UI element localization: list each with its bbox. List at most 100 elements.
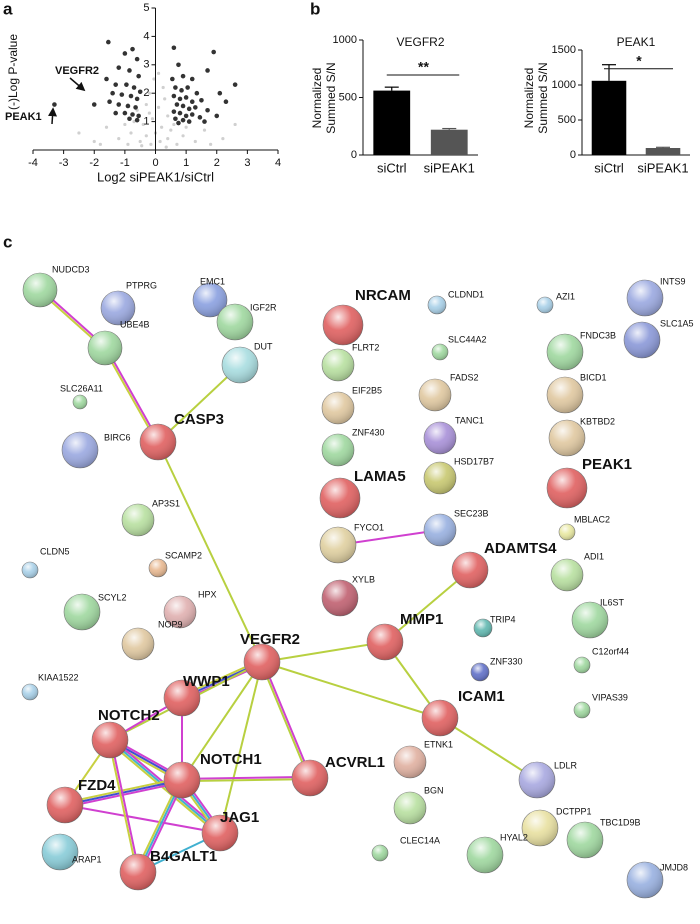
node-label: IGF2R (250, 302, 277, 312)
node-shine (292, 760, 328, 796)
node-label: NUDCD3 (52, 264, 90, 274)
data-point (107, 99, 112, 105)
edge (107, 740, 138, 873)
data-point (119, 92, 125, 97)
data-point (183, 95, 189, 100)
node-label: TBC1D9B (600, 817, 641, 827)
data-point (171, 93, 177, 99)
annotation: PEAK1 (5, 111, 42, 123)
data-point (104, 125, 109, 129)
node-shine (627, 280, 663, 316)
node-label: VIPAS39 (592, 692, 628, 702)
data-point (189, 112, 195, 117)
data-point (128, 93, 134, 99)
y-tick-label: 4 (143, 30, 149, 42)
data-point (202, 119, 207, 124)
node-label: WWP1 (183, 673, 230, 690)
y-axis-label: Summed S/N (324, 62, 338, 133)
data-point (138, 139, 142, 144)
data-point (158, 139, 162, 144)
node-label: XYLB (352, 574, 375, 584)
node-label: PTPRG (126, 280, 157, 290)
edge (181, 775, 310, 780)
edge (182, 778, 311, 783)
data-point (113, 82, 118, 87)
edge (384, 569, 471, 643)
node-shine (547, 334, 583, 370)
node-shine (559, 524, 575, 540)
node-label: HYAL2 (500, 832, 528, 842)
node-shine (574, 657, 590, 673)
x-tick-label: 0 (152, 157, 158, 169)
node-shine (88, 331, 122, 365)
node-label: NRCAM (355, 287, 411, 304)
data-point (214, 113, 220, 119)
data-point (147, 111, 151, 115)
node-shine (64, 594, 100, 630)
node-label: ZNF430 (352, 427, 385, 437)
node-shine (567, 822, 603, 858)
x-axis-label: Log2 siPEAK1/siCtrl (97, 169, 214, 184)
data-point (134, 117, 140, 123)
node-label: BICD1 (580, 372, 607, 382)
panel-label: c (3, 232, 12, 251)
node-label: PEAK1 (582, 456, 632, 473)
data-point (132, 120, 136, 124)
data-point (92, 139, 96, 144)
x-tick-label: -1 (120, 157, 130, 169)
node-shine (452, 552, 488, 588)
data-point (169, 128, 173, 132)
x-tick-label: -4 (28, 157, 38, 169)
edge (64, 804, 221, 834)
node-shine (424, 462, 456, 494)
node-shine (101, 291, 135, 325)
data-point (122, 51, 128, 56)
node-label: DUT (254, 341, 273, 351)
y-axis-label: (-)Log P-value (6, 34, 20, 110)
y-tick-label: 0 (351, 149, 357, 161)
node-shine (624, 322, 660, 358)
data-point (189, 99, 195, 105)
node-shine (244, 644, 280, 680)
data-point (181, 134, 185, 138)
data-point (129, 131, 133, 135)
node-label: IL6ST (600, 597, 625, 607)
data-point (141, 122, 145, 127)
annotation-arrow (69, 77, 86, 92)
node-label: SCAMP2 (165, 550, 202, 560)
data-point (91, 102, 97, 107)
node-shine (471, 663, 489, 681)
edge (181, 661, 263, 781)
node-label: FADS2 (450, 372, 479, 382)
node-label: ADI1 (584, 551, 604, 561)
node-label: HSD17B7 (454, 456, 494, 466)
data-point (156, 105, 161, 109)
node-shine (322, 580, 358, 616)
node-shine (547, 468, 587, 508)
edge (157, 364, 241, 443)
data-point (223, 99, 229, 105)
node-shine (73, 395, 87, 409)
node-label: ADAMTS4 (484, 540, 557, 557)
node-label: SLC26A11 (60, 383, 103, 393)
node-label: JMJD8 (660, 862, 688, 872)
data-point (152, 77, 156, 81)
node-shine (367, 624, 403, 660)
y-tick-label: 1 (143, 116, 149, 128)
y-tick-label: 1000 (333, 34, 357, 46)
node-shine (432, 344, 448, 360)
edge (65, 781, 183, 809)
annotation-arrow (48, 107, 58, 125)
node-shine (322, 349, 354, 381)
data-point (202, 128, 207, 132)
node-shine (322, 392, 354, 424)
node-shine (320, 527, 356, 563)
edge (260, 662, 310, 779)
node-shine (202, 815, 238, 851)
node-shine (140, 424, 176, 460)
x-tick-label: 3 (244, 157, 250, 169)
edge (261, 661, 441, 719)
node-shine (22, 562, 38, 578)
x-tick-label: -3 (59, 157, 69, 169)
data-point (134, 56, 140, 62)
